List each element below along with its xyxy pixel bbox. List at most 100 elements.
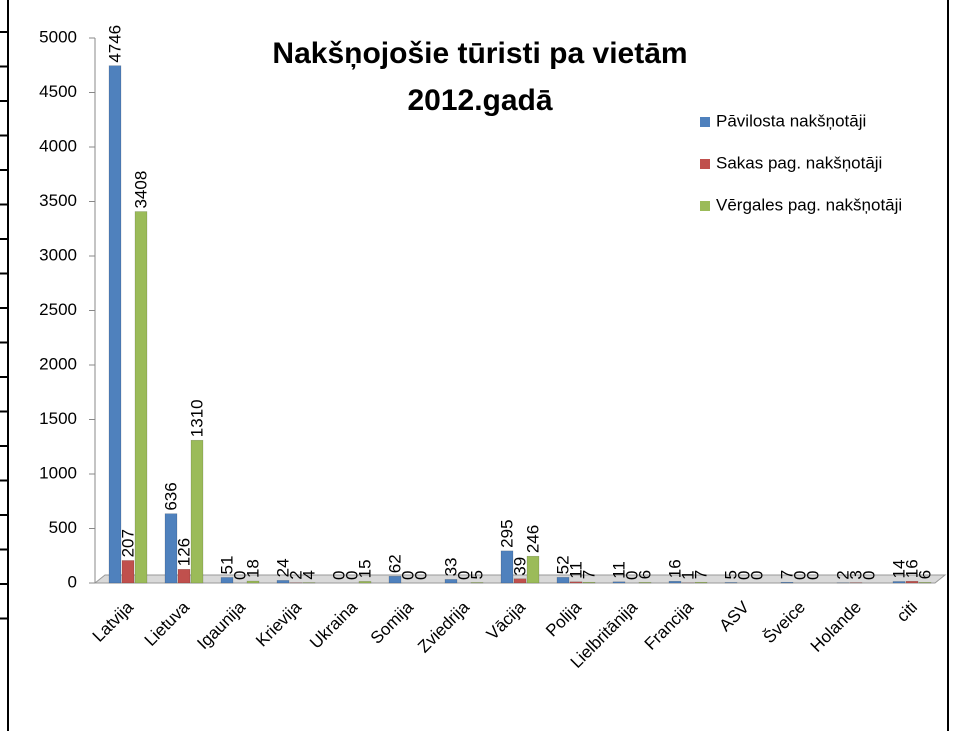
bar — [694, 581, 708, 584]
data-label: 2 — [833, 570, 852, 579]
data-label: 14 — [889, 560, 908, 579]
data-label: 0 — [622, 571, 641, 580]
data-label: 5 — [721, 570, 740, 579]
data-label: 4746 — [105, 25, 124, 63]
data-label: 2 — [286, 570, 305, 579]
data-label: 3 — [846, 570, 865, 579]
data-label: 4 — [299, 570, 318, 579]
y-tick-label: 5000 — [39, 27, 77, 46]
data-label: 0 — [790, 571, 809, 580]
data-label: 15 — [355, 559, 374, 578]
x-tick-label: citi — [893, 598, 921, 626]
legend-label: Pāvilosta nakšņotāji — [716, 111, 866, 130]
data-label: 7 — [691, 570, 710, 579]
bar — [388, 575, 402, 584]
data-label: 0 — [803, 571, 822, 580]
y-tick-label: 1500 — [39, 409, 77, 428]
data-label: 1310 — [187, 399, 206, 437]
bar — [582, 581, 596, 584]
data-label: 6 — [915, 570, 934, 579]
y-tick-label: 2500 — [39, 300, 77, 319]
y-tick-label: 4000 — [39, 136, 77, 155]
data-label: 3408 — [131, 171, 150, 209]
data-label: 39 — [510, 557, 529, 576]
x-tick-label: Igaunija — [193, 597, 249, 653]
bar — [918, 582, 932, 584]
bar — [638, 582, 652, 584]
bar — [905, 581, 919, 584]
data-label: 0 — [747, 571, 766, 580]
legend-swatch — [700, 117, 710, 127]
bar — [780, 581, 794, 584]
data-label: 0 — [398, 571, 417, 580]
legend-label: Vērgales pag. nakšņotāji — [716, 195, 902, 214]
x-tick-label: Holande — [807, 598, 865, 656]
data-label: 16 — [665, 559, 684, 578]
data-label: 51 — [217, 556, 236, 575]
data-label: 246 — [523, 525, 542, 553]
bar — [444, 579, 458, 584]
legend-label: Sakas pag. nakšņotāji — [716, 153, 882, 172]
data-label: 5 — [467, 570, 486, 579]
x-tick-label: Francija — [641, 597, 698, 654]
x-tick-label: Lietuva — [141, 597, 194, 650]
data-label: 0 — [329, 571, 348, 580]
bar — [108, 65, 122, 584]
bar — [556, 577, 570, 584]
data-label: 52 — [553, 555, 572, 574]
x-tick-label: Zviedrija — [414, 597, 473, 656]
y-tick-label: 3000 — [39, 245, 77, 264]
bar — [668, 581, 682, 584]
bar — [513, 578, 527, 584]
bar — [526, 555, 540, 584]
data-label: 11 — [566, 561, 585, 579]
y-tick-label: 2000 — [39, 354, 77, 373]
chart-title: Nakšņojošie tūristi pa vietām — [272, 37, 687, 70]
bar — [246, 580, 260, 584]
bar — [500, 550, 514, 584]
x-tick-label: Polija — [542, 597, 585, 640]
data-label: 126 — [174, 538, 193, 566]
x-tick-label: Somija — [367, 597, 418, 648]
x-tick-label: Šveice — [759, 598, 809, 648]
bar — [134, 211, 148, 584]
bar — [569, 581, 583, 584]
bar — [724, 582, 738, 584]
chart-title: 2012.gadā — [407, 84, 552, 117]
bar — [276, 580, 290, 584]
y-tick-label: 500 — [49, 518, 77, 537]
data-label: 11 — [609, 561, 628, 579]
x-tick-label: ASV — [716, 597, 754, 635]
bar — [220, 577, 234, 584]
data-label: 24 — [273, 558, 292, 577]
data-label: 0 — [859, 571, 878, 580]
x-tick-label: Krievija — [252, 597, 305, 650]
bar — [164, 513, 178, 584]
data-label: 7 — [579, 570, 598, 579]
data-label: 6 — [635, 570, 654, 579]
legend-swatch — [700, 201, 710, 211]
data-label: 207 — [118, 529, 137, 557]
bar — [892, 581, 906, 584]
bar — [358, 581, 372, 584]
data-label: 1 — [678, 570, 697, 579]
bar — [470, 582, 484, 584]
data-label: 0 — [454, 571, 473, 580]
data-label: 62 — [385, 554, 404, 573]
y-tick-label: 3500 — [39, 191, 77, 210]
data-label: 0 — [734, 571, 753, 580]
data-label: 0 — [342, 571, 361, 580]
data-label: 0 — [411, 571, 430, 580]
data-label: 0 — [230, 571, 249, 580]
y-tick-label: 0 — [68, 572, 77, 591]
bar — [190, 439, 204, 584]
x-tick-label: Vācija — [483, 597, 530, 644]
data-label: 33 — [441, 557, 460, 576]
x-tick-label: Latvija — [89, 597, 138, 646]
bar — [612, 581, 626, 584]
data-label: 295 — [497, 519, 516, 547]
data-label: 18 — [243, 559, 262, 578]
data-label: 7 — [777, 570, 796, 579]
bar — [177, 569, 191, 584]
